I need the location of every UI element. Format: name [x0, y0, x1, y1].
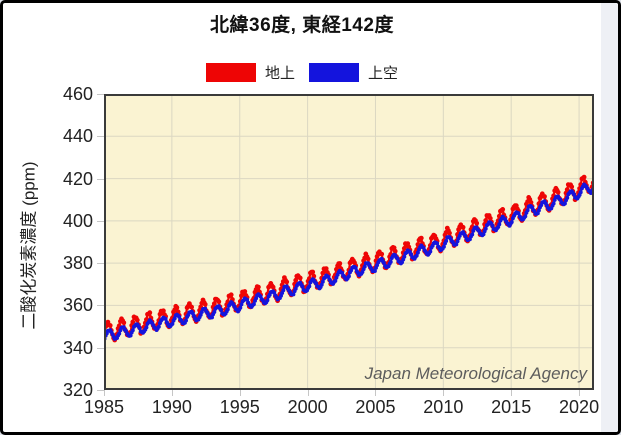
x-tick-mark	[307, 390, 309, 396]
legend-item-aloft: 上空	[309, 62, 398, 83]
x-tick-label: 2015	[491, 397, 532, 417]
legend-label-surface: 地上	[264, 64, 295, 82]
y-tick-label: 420	[62, 168, 93, 189]
y-tick-label: 400	[62, 210, 93, 231]
x-tick-mark	[579, 390, 581, 396]
co2-line-chart	[104, 94, 594, 390]
x-tick-label: 2020	[559, 397, 600, 417]
y-tick-label: 340	[62, 337, 93, 358]
x-tick-mark	[104, 390, 105, 396]
page-background-strip	[601, 3, 618, 432]
y-tick-label: 440	[62, 126, 93, 147]
y-tick-mark	[97, 390, 104, 391]
x-tick-label: 2005	[355, 397, 396, 417]
y-tick-mark	[97, 220, 104, 222]
x-tick-label: 2000	[287, 397, 328, 417]
x-tick-mark	[375, 390, 377, 396]
x-tick-label: 1990	[151, 397, 192, 417]
x-tick-mark	[239, 390, 241, 396]
x-tick-label: 2010	[423, 397, 464, 417]
y-tick-mark	[97, 178, 104, 180]
y-tick-label: 360	[62, 295, 93, 316]
y-tick-mark	[97, 263, 104, 265]
x-tick-mark	[511, 390, 513, 396]
x-tick-label: 1985	[83, 397, 125, 417]
series-上空	[104, 182, 594, 341]
legend-swatch-surface	[205, 62, 256, 82]
x-tick-mark	[171, 390, 173, 396]
chart-title: 北緯36度, 東経142度	[210, 15, 394, 36]
y-tick-mark	[97, 347, 104, 349]
plot-area: Japan Meteorological Agency	[104, 94, 594, 390]
x-tick-label: 1995	[219, 397, 260, 417]
legend-label-aloft: 上空	[368, 64, 399, 82]
y-tick-mark	[97, 94, 104, 95]
y-axis-title: 二酸化炭素濃度 (ppm)	[19, 161, 39, 330]
legend-item-surface: 地上	[205, 62, 295, 83]
watermark: Japan Meteorological Agency	[364, 364, 587, 383]
y-tick-mark	[97, 136, 104, 138]
y-tick-label: 460	[62, 84, 93, 104]
y-tick-mark	[97, 305, 104, 307]
legend: 地上 上空	[3, 60, 601, 84]
legend-swatch-aloft	[309, 62, 359, 82]
x-tick-mark	[443, 390, 445, 396]
y-tick-label: 320	[62, 380, 93, 400]
y-tick-label: 380	[62, 253, 93, 274]
